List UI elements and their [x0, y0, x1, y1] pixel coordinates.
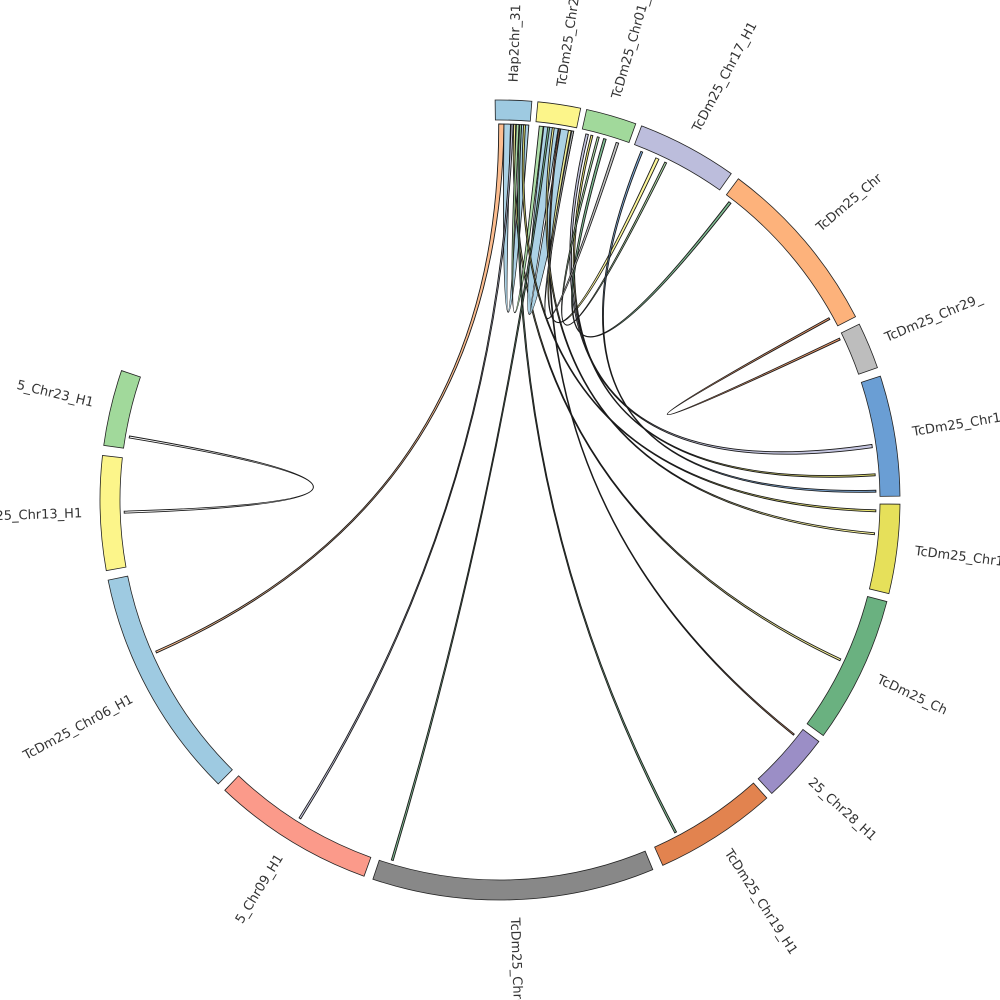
chromosome-label: cDm25_Chr13_H1: [0, 506, 82, 525]
chromosome-segment: [654, 782, 768, 866]
chromosome-segment: [99, 455, 127, 572]
chromosome-label: TcDm25_Chr19_H1: [720, 846, 800, 958]
chromosome-segment: [725, 178, 857, 327]
links-layer: [123, 123, 877, 862]
chromosome-segment: [107, 575, 233, 785]
chord-link: [521, 124, 877, 513]
chromosome-segment: [372, 850, 654, 901]
chromosome-label: 25_Chr28_H1: [805, 775, 879, 844]
chromosome-segment: [581, 109, 637, 144]
chromosome-label: TcDm25_Chr29_: [882, 291, 985, 346]
chord-link: [123, 435, 314, 514]
chromosome-label: TcDm25_Chr27_H1: [554, 0, 587, 89]
chromosome-segment: [860, 375, 901, 497]
chromosome-segment: [633, 125, 732, 191]
chord-link: [561, 136, 668, 326]
chromosome-segment: [535, 101, 582, 129]
chromosome-segment: [103, 370, 141, 449]
chromosome-label: TcDm25_Chr12_H1: [910, 405, 1000, 440]
chord-link: [572, 134, 876, 478]
chromosome-label: 5_Chr23_H1: [15, 378, 95, 411]
chord-link: [511, 123, 544, 313]
chromosome-label: Hap2chr_31: [507, 4, 525, 83]
chromosome-segment: [757, 728, 820, 795]
chromosome-segment: [806, 596, 888, 737]
chromosome-segment: [840, 323, 878, 375]
chord-link: [602, 150, 877, 493]
chord-link: [517, 124, 678, 834]
chord-link: [544, 130, 620, 319]
chromosome-label: TcDm25_Chr02_H1: [507, 916, 526, 1000]
segments-layer: [99, 99, 901, 901]
chord-link: [298, 123, 514, 820]
chromosome-label: 5_Chr09_H1: [233, 852, 287, 927]
chord-link: [545, 127, 876, 536]
chord-link: [512, 123, 842, 662]
chromosome-label: TcDm25_Chr14_H1: [913, 544, 1000, 574]
chromosome-label: TcDm25_Chr: [813, 171, 886, 236]
chromosome-label: TcDm25_Chr01_H1: [609, 0, 658, 102]
chord-link: [666, 317, 841, 416]
chromosome-label: TcDm25_Chr17_H1: [689, 19, 760, 135]
chromosome-label: TcDm25_Ch: [873, 672, 949, 719]
chromosome-segment: [494, 99, 533, 122]
chromosome-segment: [868, 503, 901, 595]
chromosome-segment: [224, 775, 372, 877]
chord-link: [155, 123, 505, 654]
chromosome-label: TcDm25_Chr06_H1: [20, 692, 136, 764]
chord-link: [571, 138, 732, 338]
chord-link: [390, 126, 551, 862]
